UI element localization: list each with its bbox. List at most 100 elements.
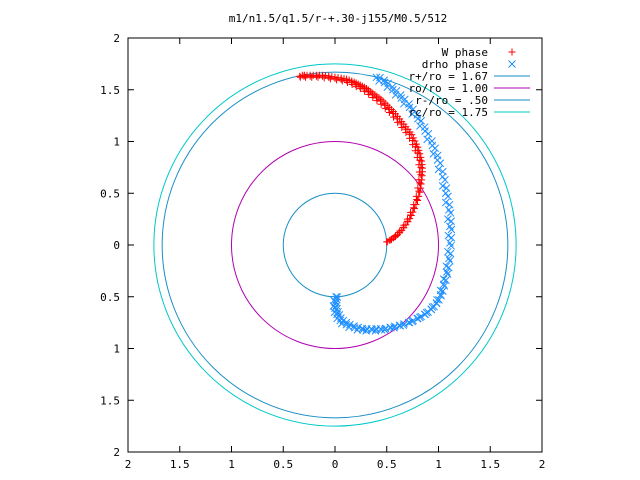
data-point bbox=[436, 159, 445, 168]
data-point bbox=[438, 172, 447, 181]
data-point bbox=[342, 320, 351, 329]
data-point bbox=[332, 295, 341, 304]
data-point bbox=[386, 323, 394, 332]
data-point bbox=[410, 201, 418, 209]
data-point bbox=[407, 212, 415, 220]
data-point bbox=[443, 270, 452, 278]
data-point bbox=[412, 192, 420, 200]
data-point bbox=[413, 114, 422, 123]
x-tick-label: 2 bbox=[125, 458, 132, 471]
x-tick-label: 1 bbox=[435, 458, 442, 471]
data-point bbox=[438, 287, 447, 295]
data-point bbox=[372, 73, 381, 82]
x-axis-ticks: 2 1.5 1 0.5 0 0.5 1 1.5 2 bbox=[125, 38, 546, 471]
data-point bbox=[417, 180, 425, 188]
circle-r+ bbox=[161, 71, 509, 419]
legend-marker bbox=[508, 60, 516, 68]
y-tick-label: 1.5 bbox=[100, 84, 120, 97]
y-tick-label: 0.5 bbox=[100, 187, 120, 200]
y-tick-label: 2 bbox=[113, 446, 120, 459]
data-point bbox=[346, 320, 354, 329]
data-point bbox=[396, 227, 404, 235]
x-tick-label: 0.5 bbox=[377, 458, 397, 471]
data-point bbox=[334, 74, 342, 82]
series-w-phase bbox=[296, 71, 426, 246]
data-point bbox=[415, 168, 423, 176]
data-point bbox=[337, 74, 345, 82]
data-point bbox=[440, 282, 449, 290]
data-point bbox=[447, 217, 455, 226]
data-point bbox=[441, 189, 450, 198]
x-tick-label: 1.5 bbox=[480, 458, 500, 471]
x-tick-label: 0 bbox=[332, 458, 339, 471]
data-point bbox=[446, 209, 455, 217]
data-point bbox=[333, 304, 341, 313]
y-tick-label: 1.5 bbox=[100, 394, 120, 407]
data-point bbox=[445, 256, 454, 265]
data-point bbox=[332, 292, 340, 301]
y-tick-label: 1 bbox=[113, 136, 120, 149]
data-point bbox=[446, 239, 454, 247]
data-point bbox=[405, 103, 414, 112]
data-point bbox=[434, 165, 443, 174]
data-point bbox=[325, 72, 333, 80]
data-point bbox=[331, 73, 339, 81]
data-point bbox=[414, 184, 422, 192]
data-point bbox=[429, 150, 438, 158]
data-point bbox=[420, 310, 429, 319]
x-tick-label: 0.5 bbox=[273, 458, 293, 471]
circle-r- bbox=[282, 192, 388, 298]
data-point bbox=[415, 187, 423, 195]
data-point bbox=[447, 241, 455, 250]
data-point bbox=[447, 225, 456, 234]
legend-label: drho phase bbox=[422, 58, 488, 71]
data-point bbox=[441, 175, 449, 184]
data-point bbox=[446, 249, 455, 258]
data-point bbox=[444, 192, 452, 201]
legend-label: r+/ro = 1.67 bbox=[409, 70, 488, 83]
data-point bbox=[333, 314, 341, 323]
data-point bbox=[416, 188, 424, 196]
data-point bbox=[423, 135, 432, 144]
data-point bbox=[410, 205, 418, 213]
circle-ro bbox=[231, 141, 439, 349]
data-point bbox=[359, 326, 367, 334]
data-point bbox=[444, 254, 453, 263]
data-point bbox=[418, 157, 426, 165]
data-point bbox=[442, 276, 450, 285]
data-point bbox=[407, 208, 415, 216]
x-tick-label: 1.5 bbox=[170, 458, 190, 471]
legend-marker bbox=[508, 48, 516, 56]
data-point bbox=[441, 198, 450, 207]
x-tick-label: 2 bbox=[539, 458, 546, 471]
circle-rc bbox=[153, 63, 517, 427]
legend-label: r-/ro = .50 bbox=[415, 94, 488, 107]
data-point bbox=[404, 215, 412, 223]
legend-label: W phase bbox=[442, 46, 488, 59]
data-point bbox=[405, 100, 413, 108]
data-point bbox=[387, 235, 395, 243]
data-point bbox=[400, 320, 408, 328]
y-tick-label: 1 bbox=[113, 343, 120, 356]
chart-title: m1/n1.5/q1.5/r-+.30-j155/M0.5/512 bbox=[229, 12, 448, 25]
data-point bbox=[350, 322, 358, 330]
data-point bbox=[438, 182, 447, 190]
data-point bbox=[333, 293, 342, 301]
data-point bbox=[395, 321, 404, 330]
data-point bbox=[417, 116, 425, 125]
plot-series bbox=[153, 63, 517, 427]
data-point bbox=[409, 316, 417, 325]
data-point bbox=[296, 72, 304, 80]
data-point bbox=[400, 221, 408, 229]
data-point bbox=[413, 197, 421, 205]
legend-label: rc/ro = 1.75 bbox=[409, 106, 488, 119]
data-point bbox=[442, 268, 451, 276]
y-axis-ticks: 2 1.5 1 0.5 0 0.5 1 1.5 2 bbox=[100, 32, 542, 459]
legend-label: ro/ro = 1.00 bbox=[409, 82, 488, 95]
data-point bbox=[416, 179, 424, 187]
data-point bbox=[383, 238, 391, 246]
data-point bbox=[380, 76, 388, 85]
y-tick-label: 2 bbox=[113, 32, 120, 45]
